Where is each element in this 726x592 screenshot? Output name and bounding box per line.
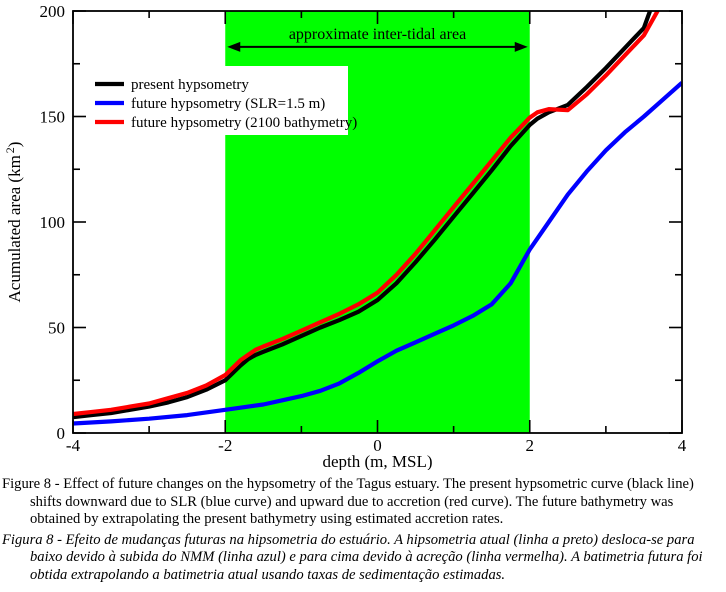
x-axis-label: depth (m, MSL) bbox=[322, 452, 432, 470]
intertidal-arrowhead-right bbox=[514, 41, 528, 52]
x-tick-label: 0 bbox=[373, 436, 382, 455]
x-tick-label: 2 bbox=[526, 436, 535, 455]
y-tick-label: 200 bbox=[40, 2, 66, 21]
y-tick-label: 100 bbox=[40, 213, 66, 232]
x-tick-label: -2 bbox=[218, 436, 232, 455]
legend-entry-label: future hypsometry (2100 bathymetry) bbox=[131, 115, 357, 131]
caption-portuguese: Figura 8 - Efeito de mudanças futuras na… bbox=[2, 531, 703, 583]
hypsometry-chart: -4 -2 0 2 4 0 50 100 150 200 depth (m, MSL) Acumula… bbox=[3, 2, 687, 471]
x-tick-label: 4 bbox=[678, 436, 687, 455]
y-tick-label: 0 bbox=[57, 424, 66, 443]
caption-english: Figure 8 - Effect of future changes on t… bbox=[2, 476, 694, 528]
x-tick-label: -4 bbox=[66, 436, 81, 455]
curve-future-2100 bbox=[73, 11, 660, 417]
curve-future-slr bbox=[73, 81, 682, 426]
legend-entry-label: future hypsometry (SLR=1.5 m) bbox=[131, 96, 325, 112]
legend-box bbox=[90, 66, 348, 135]
y-tick-label: 150 bbox=[40, 108, 66, 127]
chart-canvas: -4 -2 0 2 4 0 50 100 150 200 depth (m, MSL) Acumula… bbox=[3, 2, 687, 471]
y-axis-label: Acumulated area (km2) bbox=[3, 142, 24, 303]
figure-captions: Figure 8 - Effect of future changes on t… bbox=[0, 470, 726, 585]
intertidal-arrowhead-left bbox=[227, 41, 241, 52]
legend-entry-label: present hypsometry bbox=[131, 77, 249, 93]
intertidal-label: approximate inter-tidal area bbox=[289, 26, 466, 43]
y-tick-label: 50 bbox=[48, 319, 65, 338]
